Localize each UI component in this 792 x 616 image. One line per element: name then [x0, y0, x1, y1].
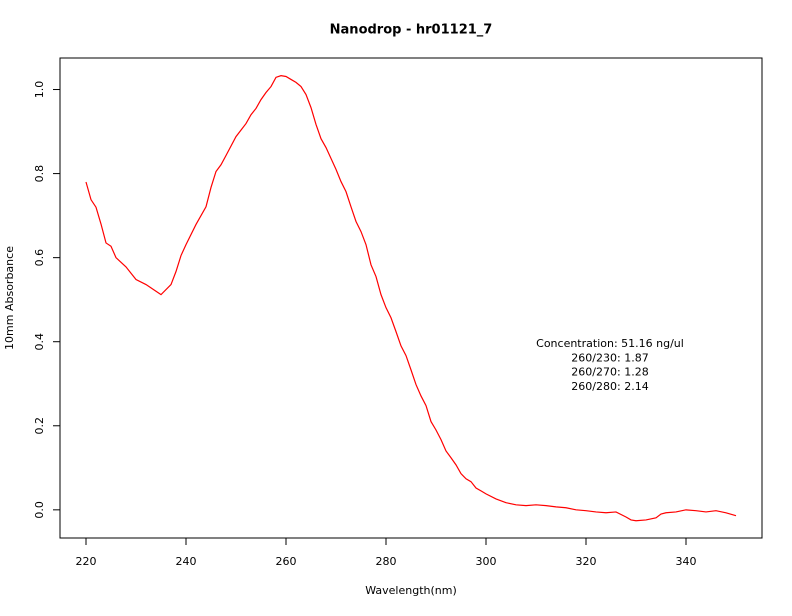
- plot-frame: [59, 57, 763, 539]
- y-axis-label: 10mm Absorbance: [3, 246, 16, 350]
- x-tick-label: 260: [276, 555, 297, 568]
- x-tick-label: 240: [176, 555, 197, 568]
- annotation: 260/280: 2.14: [571, 380, 648, 393]
- chart-title: Nanodrop - hr01121_7: [330, 23, 493, 38]
- x-tick-label: 300: [476, 555, 497, 568]
- annotation: Concentration: 51.16 ng/ul: [536, 337, 684, 350]
- y-tick-label: 0.8: [33, 165, 46, 183]
- x-axis-label: Wavelength(nm): [365, 584, 457, 597]
- y-tick-label: 0.6: [33, 249, 46, 267]
- y-tick-label: 1.0: [33, 81, 46, 99]
- annotation: 260/270: 1.28: [571, 366, 648, 379]
- y-tick-label: 0.4: [33, 333, 46, 351]
- y-tick-label: 0.0: [33, 501, 46, 519]
- x-tick-label: 220: [76, 555, 97, 568]
- annotation: 260/230: 1.87: [571, 351, 648, 364]
- x-tick-label: 280: [376, 555, 397, 568]
- x-tick-label: 340: [676, 555, 697, 568]
- x-tick-label: 320: [576, 555, 597, 568]
- y-tick-label: 0.2: [33, 417, 46, 435]
- data-line: [85, 75, 737, 522]
